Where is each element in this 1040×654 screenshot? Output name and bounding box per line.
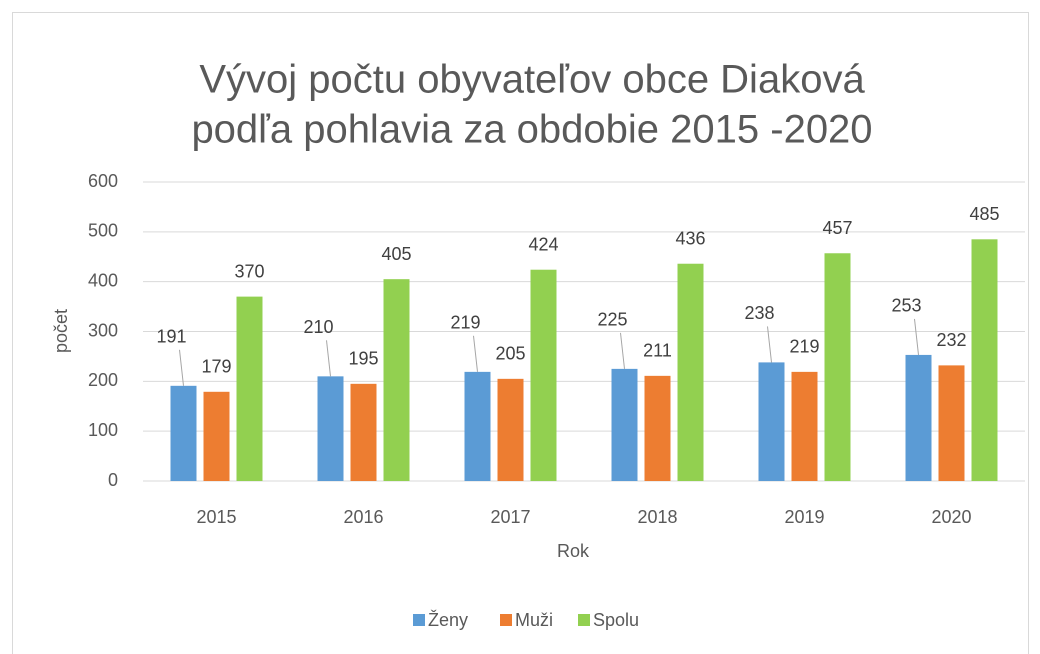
y-tick-label: 300 — [88, 320, 118, 340]
legend-swatch — [500, 614, 512, 626]
legend-label: Muži — [515, 610, 553, 630]
bar — [938, 365, 965, 481]
legend-swatch — [578, 614, 590, 626]
y-tick-label: 600 — [88, 171, 118, 191]
data-label: 211 — [643, 341, 672, 361]
x-tick-label: 2018 — [637, 507, 677, 527]
x-tick-label: 2016 — [343, 507, 383, 527]
bar — [905, 354, 932, 481]
legend-label: Ženy — [428, 610, 468, 630]
legend-swatch — [413, 614, 425, 626]
bar — [677, 263, 704, 481]
leader-line — [914, 318, 919, 355]
chart-title: Vývoj počtu obyvateľov obce Diaková — [199, 58, 865, 102]
x-tick-label: 2020 — [931, 507, 971, 527]
data-label: 191 — [156, 327, 186, 347]
data-label: 205 — [495, 344, 525, 364]
x-tick-label: 2015 — [196, 507, 236, 527]
data-label: 238 — [744, 303, 774, 323]
data-label: 219 — [789, 337, 819, 357]
bar — [530, 269, 557, 481]
data-label: 436 — [675, 228, 705, 248]
leader-line — [767, 326, 772, 363]
chart-title: podľa pohlavia za obdobie 2015 -2020 — [191, 108, 872, 152]
bar — [971, 239, 998, 481]
data-label: 424 — [528, 234, 558, 254]
data-label: 195 — [348, 349, 378, 369]
bar — [611, 368, 638, 481]
data-label: 405 — [381, 244, 411, 264]
y-axis-label: počet — [51, 309, 71, 353]
leader-line — [179, 349, 184, 386]
bar — [203, 391, 230, 481]
data-label: 457 — [822, 218, 852, 238]
x-tick-label: 2017 — [490, 507, 530, 527]
leader-line — [620, 332, 625, 369]
chart-frame — [12, 12, 1029, 654]
y-tick-label: 400 — [88, 270, 118, 290]
data-label: 219 — [450, 313, 480, 333]
bar — [644, 375, 671, 481]
x-axis-label: Rok — [557, 541, 590, 561]
leader-line — [326, 340, 331, 377]
bar — [791, 371, 818, 481]
bar — [464, 371, 491, 481]
data-label: 485 — [969, 204, 999, 224]
bar — [383, 279, 410, 481]
x-tick-label: 2019 — [784, 507, 824, 527]
data-label: 225 — [597, 310, 627, 330]
bar — [824, 253, 851, 481]
bar — [170, 385, 197, 481]
bar — [317, 376, 344, 481]
data-label: 370 — [234, 261, 264, 281]
data-label: 179 — [201, 357, 231, 377]
y-tick-label: 500 — [88, 221, 118, 241]
data-label: 210 — [303, 317, 333, 337]
y-tick-label: 0 — [108, 470, 118, 490]
bar — [758, 362, 785, 481]
data-label: 232 — [936, 330, 966, 350]
legend-label: Spolu — [593, 610, 639, 630]
y-tick-label: 100 — [88, 420, 118, 440]
leader-line — [473, 335, 478, 372]
bar — [350, 383, 377, 481]
data-label: 253 — [891, 296, 921, 316]
y-tick-label: 200 — [88, 370, 118, 390]
bar — [236, 296, 263, 481]
bar — [497, 378, 524, 481]
